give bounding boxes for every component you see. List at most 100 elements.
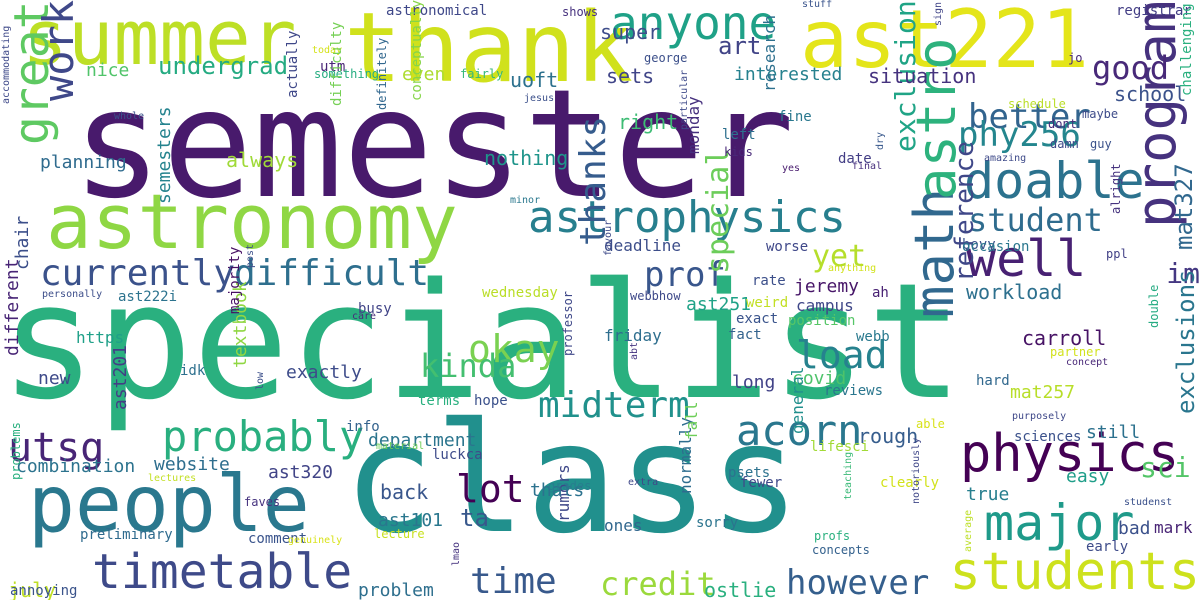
cloud-word: teaching	[843, 451, 854, 500]
cloud-word: mat327	[1170, 163, 1198, 250]
cloud-word: kinda	[420, 347, 517, 385]
cloud-word: studenst	[1124, 497, 1173, 508]
cloud-word: exact	[736, 311, 779, 327]
cloud-word: art	[718, 32, 762, 60]
cloud-word: favour	[603, 219, 614, 256]
cloud-word: genuinely	[288, 535, 343, 546]
cloud-word: ostlie	[704, 578, 777, 600]
cloud-word: alright	[1109, 163, 1123, 214]
cloud-word: fall	[682, 401, 701, 440]
cloud-word: final	[852, 161, 883, 172]
cloud-word: jesus	[524, 93, 555, 104]
cloud-word: amazing	[984, 153, 1027, 164]
cloud-word: utm	[320, 59, 346, 75]
cloud-word: post	[245, 243, 256, 268]
cloud-word: exactly	[286, 362, 362, 383]
cloud-word: challenging	[1179, 3, 1195, 96]
cloud-word: https	[76, 328, 125, 347]
cloud-word: friday	[604, 326, 662, 345]
cloud-word: work	[34, 0, 83, 102]
cloud-word: okay	[468, 327, 560, 371]
cloud-word: easy	[1066, 466, 1110, 487]
cloud-word: worse	[766, 239, 809, 255]
cloud-word: monday	[684, 96, 703, 154]
cloud-word: grades	[548, 479, 592, 493]
cloud-word: anything	[828, 263, 877, 274]
cloud-word: lifesci	[810, 439, 870, 455]
cloud-word: class	[343, 390, 801, 567]
cloud-word: problem	[358, 580, 434, 600]
cloud-word: jo	[1068, 51, 1083, 65]
cloud-word: student	[968, 201, 1103, 239]
cloud-word: load	[796, 333, 888, 377]
cloud-word: undergrad	[158, 52, 289, 80]
cloud-word: astronomical	[386, 3, 488, 19]
cloud-word: sci	[1140, 451, 1191, 484]
cloud-word: profs	[814, 529, 851, 543]
cloud-word: reference	[950, 141, 980, 282]
cloud-word: always	[226, 148, 299, 172]
cloud-word: professor	[561, 290, 575, 356]
cloud-word: yet	[812, 239, 867, 274]
cloud-word: lectures	[148, 473, 197, 484]
cloud-word: conceptually	[409, 0, 425, 102]
cloud-word: lecture	[374, 527, 425, 541]
cloud-word: im	[1166, 257, 1200, 290]
cloud-word: purposely	[1012, 411, 1067, 422]
cloud-word: bad	[1118, 518, 1151, 539]
cloud-word: today	[312, 45, 343, 56]
cloud-word: website	[154, 454, 230, 475]
cloud-word: faves	[244, 495, 281, 509]
cloud-word: schedule	[1008, 97, 1066, 111]
cloud-word: time	[470, 561, 557, 600]
cloud-word: specialist	[0, 248, 964, 435]
cloud-word: concept	[1066, 357, 1109, 368]
cloud-word: psets	[728, 465, 771, 481]
cloud-word: mat257	[1010, 382, 1076, 403]
cloud-word: astronomy	[46, 177, 458, 266]
cloud-word: abt	[629, 341, 640, 360]
cloud-word: doable	[964, 152, 1145, 210]
cloud-word: sign	[933, 1, 944, 26]
cloud-word: credit	[600, 565, 716, 600]
cloud-word: care	[352, 311, 377, 322]
cloud-word: summer	[22, 0, 297, 82]
cloud-word: rate	[752, 273, 786, 289]
cloud-word: wednesday	[482, 285, 558, 301]
cloud-word: nice	[86, 60, 130, 81]
cloud-word: rough	[858, 424, 919, 448]
cloud-word: fewer	[740, 475, 783, 491]
cloud-word: ppl	[1106, 247, 1128, 261]
cloud-word: date	[838, 151, 872, 167]
cloud-word: research	[760, 14, 779, 92]
cloud-word: accommodating	[1, 25, 12, 104]
cloud-word: luckca	[432, 447, 483, 463]
cloud-word: webbhow	[630, 289, 681, 303]
cloud-word: even	[402, 64, 446, 85]
cloud-word: annoying	[10, 583, 78, 599]
cloud-word: right	[618, 110, 679, 134]
cloud-word: something	[314, 67, 380, 81]
cloud-word: weird	[746, 295, 789, 311]
cloud-word: carroll	[1022, 326, 1107, 350]
cloud-word: phy256	[958, 115, 1081, 155]
cloud-word: back	[380, 480, 429, 504]
cloud-word: low	[255, 371, 266, 390]
cloud-word: concepts	[812, 543, 870, 557]
cloud-word: anyone	[610, 0, 777, 50]
cloud-word: special	[701, 147, 736, 274]
cloud-word: interested	[734, 64, 843, 85]
cloud-word: clearly	[880, 475, 940, 491]
cloud-word: hard	[976, 373, 1010, 389]
cloud-word: kids	[724, 145, 753, 159]
cloud-word: ast201	[110, 344, 131, 410]
cloud-word: average	[963, 509, 974, 552]
cloud-word: idk	[180, 363, 206, 379]
cloud-word: whole	[114, 111, 145, 122]
cloud-word: occasion	[962, 239, 1030, 255]
cloud-word: ast222i	[118, 289, 178, 305]
cloud-word: school	[1114, 82, 1187, 106]
cloud-word: long	[732, 372, 776, 393]
cloud-word: hope	[474, 393, 508, 409]
cloud-word: sciences	[1014, 429, 1082, 445]
